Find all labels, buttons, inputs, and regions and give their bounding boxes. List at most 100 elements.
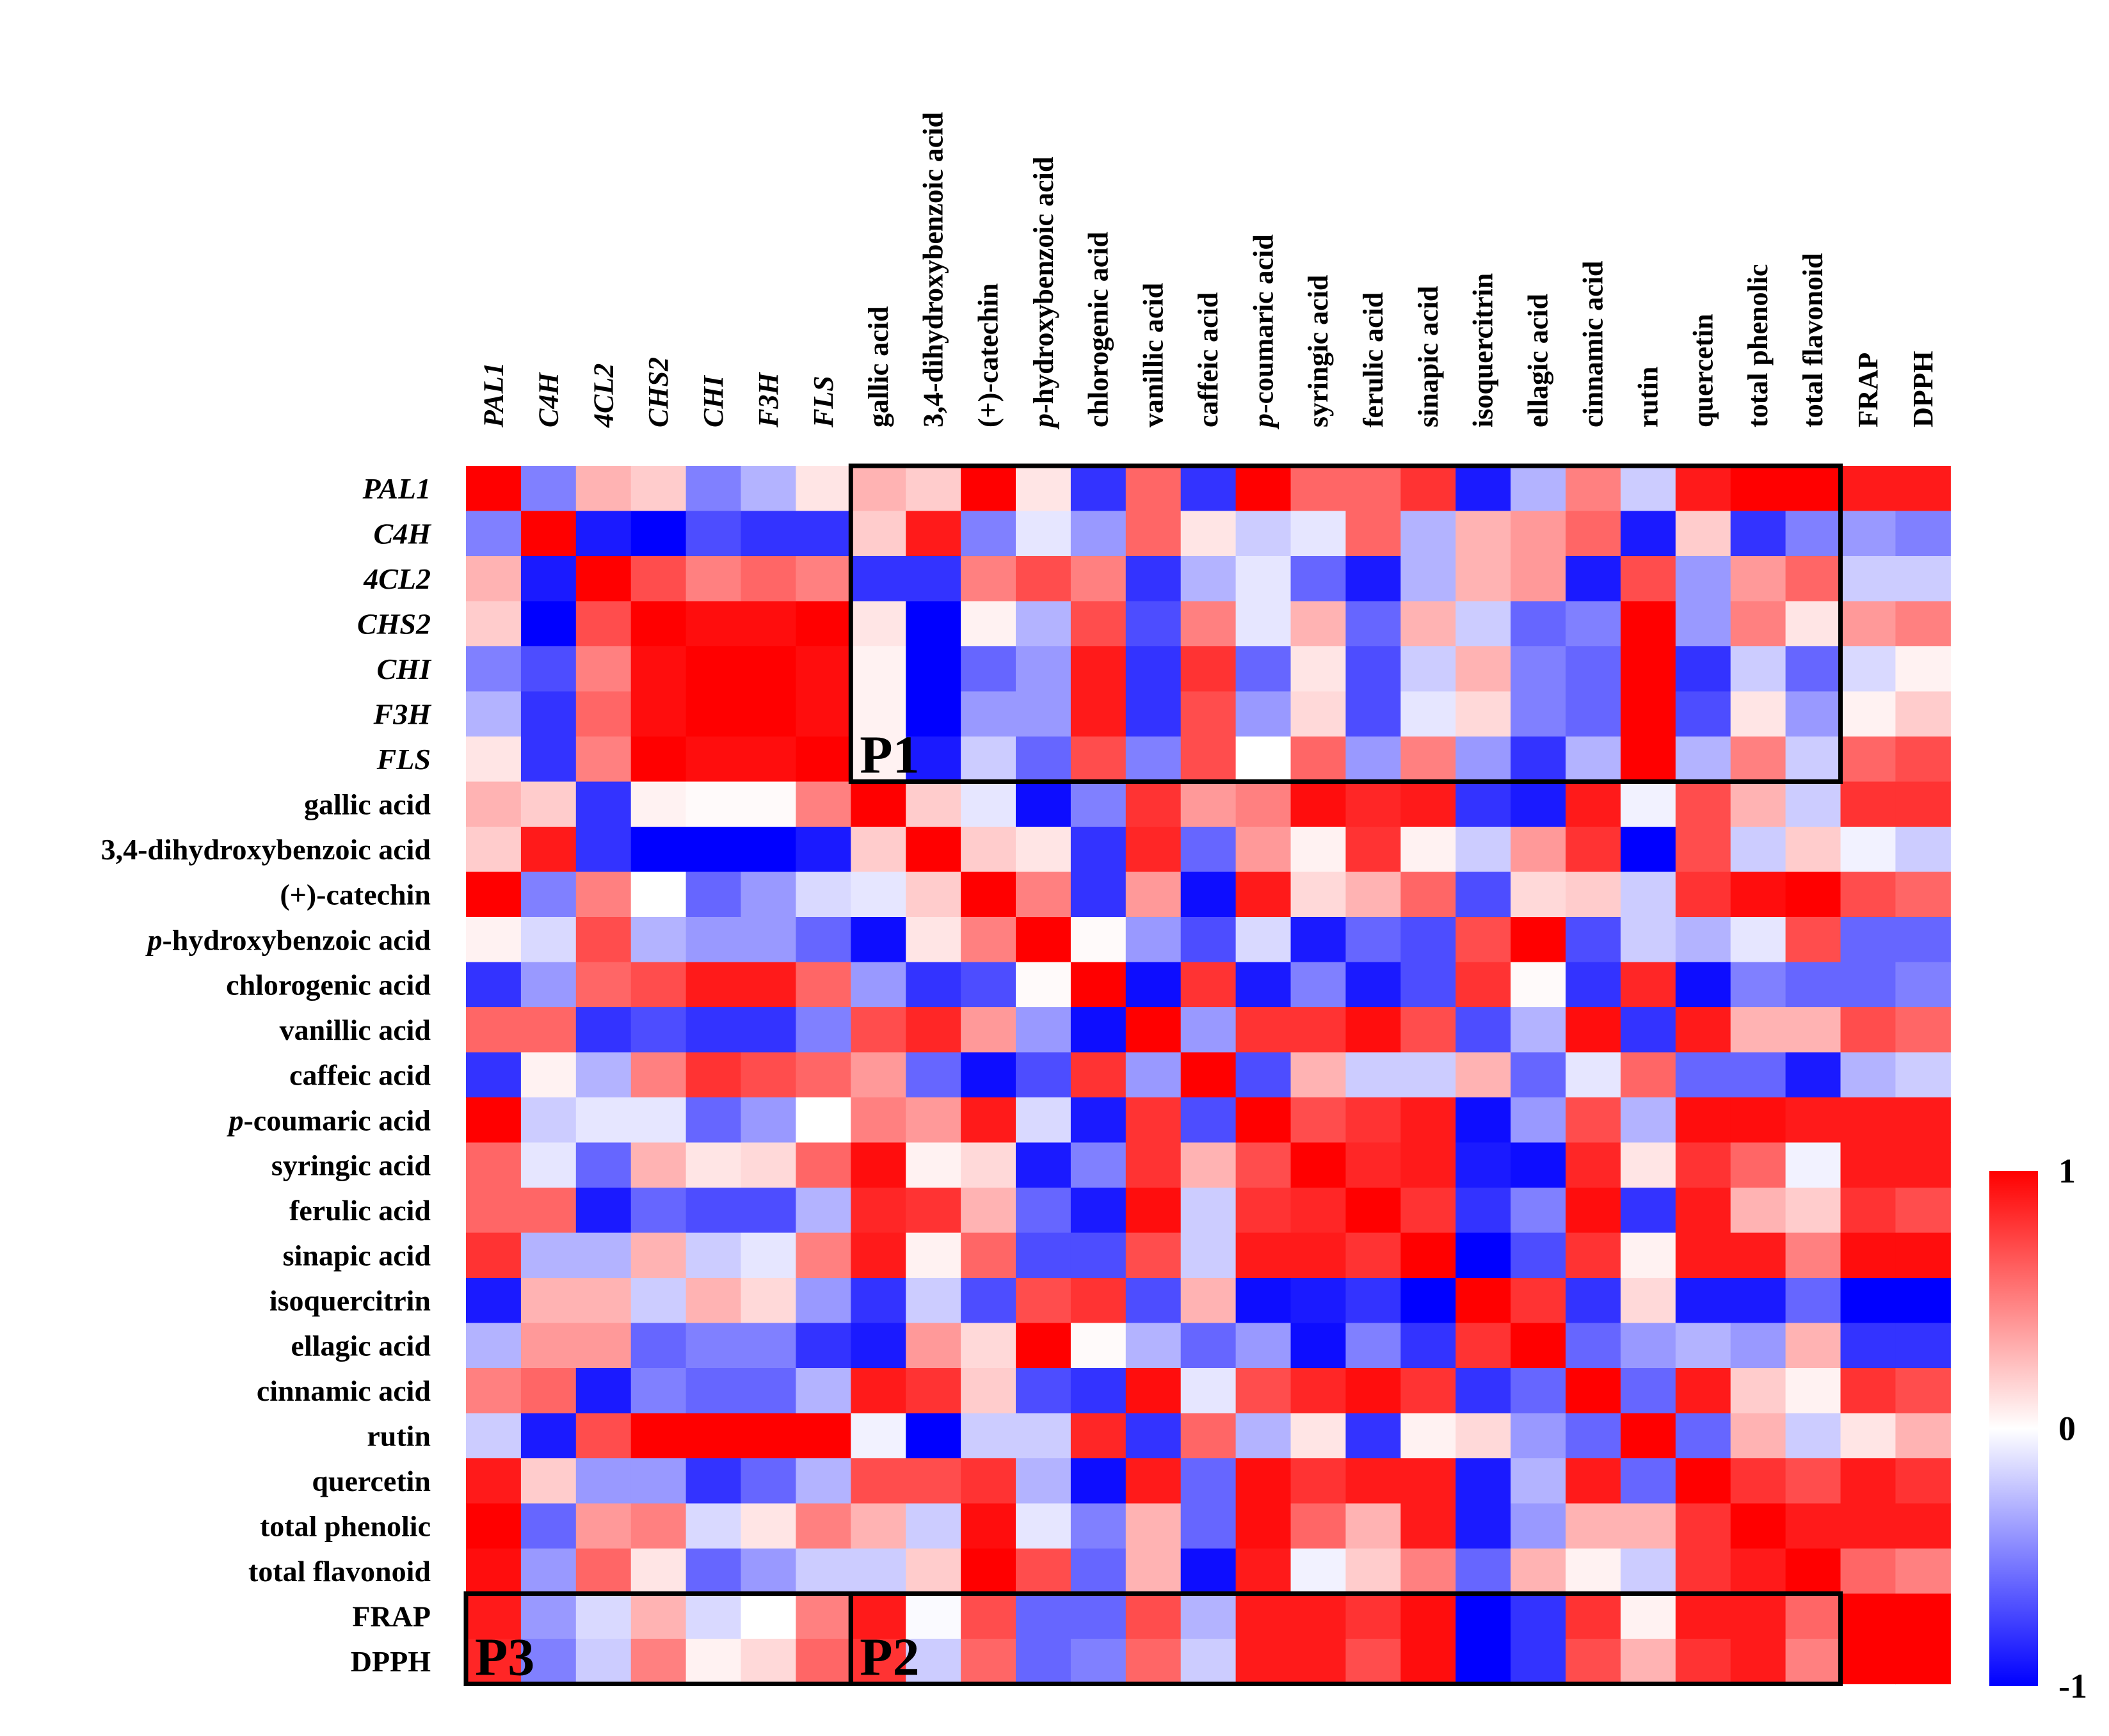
heatmap-cell (520, 1278, 577, 1324)
heatmap-cell (1675, 1232, 1731, 1278)
heatmap-cell (1290, 1639, 1346, 1685)
heatmap-cell (1125, 917, 1182, 963)
heatmap-cell (1400, 1232, 1456, 1278)
heatmap-cell (851, 1142, 906, 1188)
heatmap-cell (1895, 917, 1951, 963)
heatmap-cell (1566, 466, 1621, 512)
heatmap-cell (1290, 1413, 1346, 1459)
heatmap-cell (741, 691, 796, 737)
heatmap-cell (1785, 827, 1841, 873)
heatmap-cell (1016, 601, 1071, 647)
heatmap-cell (1566, 1188, 1621, 1234)
heatmap-cell (1235, 1323, 1292, 1369)
heatmap-cell (1455, 1097, 1511, 1143)
heatmap-cell (1620, 691, 1676, 737)
heatmap-cell (1785, 1007, 1841, 1053)
heatmap-cell (1455, 601, 1511, 647)
heatmap-cell (1180, 1323, 1237, 1369)
heatmap-cell (1345, 1368, 1401, 1414)
heatmap-cell (1345, 1007, 1401, 1053)
heatmap-cell (796, 1368, 851, 1414)
column-label: vanillic acid (1137, 283, 1169, 427)
heatmap-cell (575, 1549, 632, 1595)
heatmap-cell (1455, 781, 1511, 827)
heatmap-cell (1125, 1323, 1182, 1369)
heatmap-cell (1840, 917, 1896, 963)
heatmap-cell (1785, 737, 1841, 783)
heatmap-cell (520, 646, 577, 692)
heatmap-cell (1895, 646, 1951, 692)
heatmap-cell (796, 781, 851, 827)
heatmap-cell (1566, 646, 1621, 692)
heatmap-cell (906, 1413, 961, 1459)
heatmap-cell (1400, 1593, 1456, 1639)
heatmap-cell (1895, 1413, 1951, 1459)
heatmap-cell (466, 781, 522, 827)
heatmap-cell (1400, 511, 1456, 557)
heatmap-cell (1345, 691, 1401, 737)
heatmap-cell (796, 1007, 851, 1053)
heatmap-cell (1235, 1142, 1292, 1188)
heatmap-cell (1785, 1052, 1841, 1098)
heatmap-cell (1785, 1323, 1841, 1369)
heatmap-cell (1180, 1007, 1237, 1053)
heatmap-cell (1400, 1413, 1456, 1459)
heatmap-cell (686, 1549, 742, 1595)
heatmap-cell (1180, 1503, 1237, 1549)
heatmap-cell (961, 1593, 1016, 1639)
heatmap-cell (1730, 1232, 1786, 1278)
row-label: syringic acid (271, 1149, 431, 1181)
heatmap-cell (851, 1368, 906, 1414)
heatmap-cell (575, 1458, 632, 1504)
heatmap-cell (575, 872, 632, 918)
heatmap-cell (686, 466, 742, 512)
heatmap-cell (1566, 1323, 1621, 1369)
heatmap-cell (1895, 737, 1951, 783)
heatmap-cell (1290, 917, 1346, 963)
column-label: p-hydroxybenzoic acid (1028, 157, 1059, 430)
heatmap-cell (1675, 872, 1731, 918)
row-label: CHI (377, 653, 432, 685)
column-label: rutin (1632, 367, 1664, 427)
heatmap-cell (1016, 1458, 1071, 1504)
heatmap-cell (1566, 781, 1621, 827)
heatmap-cell (1290, 1142, 1346, 1188)
heatmap-cell (1235, 1639, 1292, 1685)
row-label: caffeic acid (289, 1058, 431, 1091)
heatmap-cell (906, 466, 961, 512)
heatmap-cell (630, 1097, 687, 1143)
heatmap-cell (575, 1052, 632, 1098)
heatmap-cell (1730, 556, 1786, 602)
heatmap-cell (1400, 781, 1456, 827)
heatmap-cell (1016, 1007, 1071, 1053)
heatmap-cell (1895, 466, 1951, 512)
heatmap-cell (1511, 1549, 1566, 1595)
heatmap-cell (1400, 601, 1456, 647)
heatmap-cell (1730, 1323, 1786, 1369)
heatmap-cell (1895, 1549, 1951, 1595)
heatmap-cell (1125, 1232, 1182, 1278)
heatmap-cell (575, 737, 632, 783)
heatmap-cell (1290, 1278, 1346, 1324)
heatmap-cell (575, 1593, 632, 1639)
heatmap-cell (1125, 1639, 1182, 1685)
heatmap-cell (1511, 872, 1566, 918)
heatmap-cell (741, 872, 796, 918)
heatmap-cell (575, 646, 632, 692)
heatmap-cell (961, 827, 1016, 873)
heatmap-cell (466, 1323, 522, 1369)
heatmap-cell (1895, 827, 1951, 873)
heatmap-cell (1730, 1188, 1786, 1234)
heatmap-cell (1290, 1323, 1346, 1369)
heatmap-cell (851, 1097, 906, 1143)
heatmap-cell (1125, 1368, 1182, 1414)
heatmap-cell (1290, 1458, 1346, 1504)
heatmap-cell (851, 737, 906, 783)
heatmap-cell (796, 511, 851, 557)
heatmap-cell (1511, 1639, 1566, 1685)
heatmap-cell (575, 1232, 632, 1278)
region-label: P2 (860, 1628, 919, 1687)
heatmap-cell (466, 1639, 522, 1685)
heatmap-cell (1125, 1549, 1182, 1595)
column-label: gallic acid (863, 307, 894, 427)
